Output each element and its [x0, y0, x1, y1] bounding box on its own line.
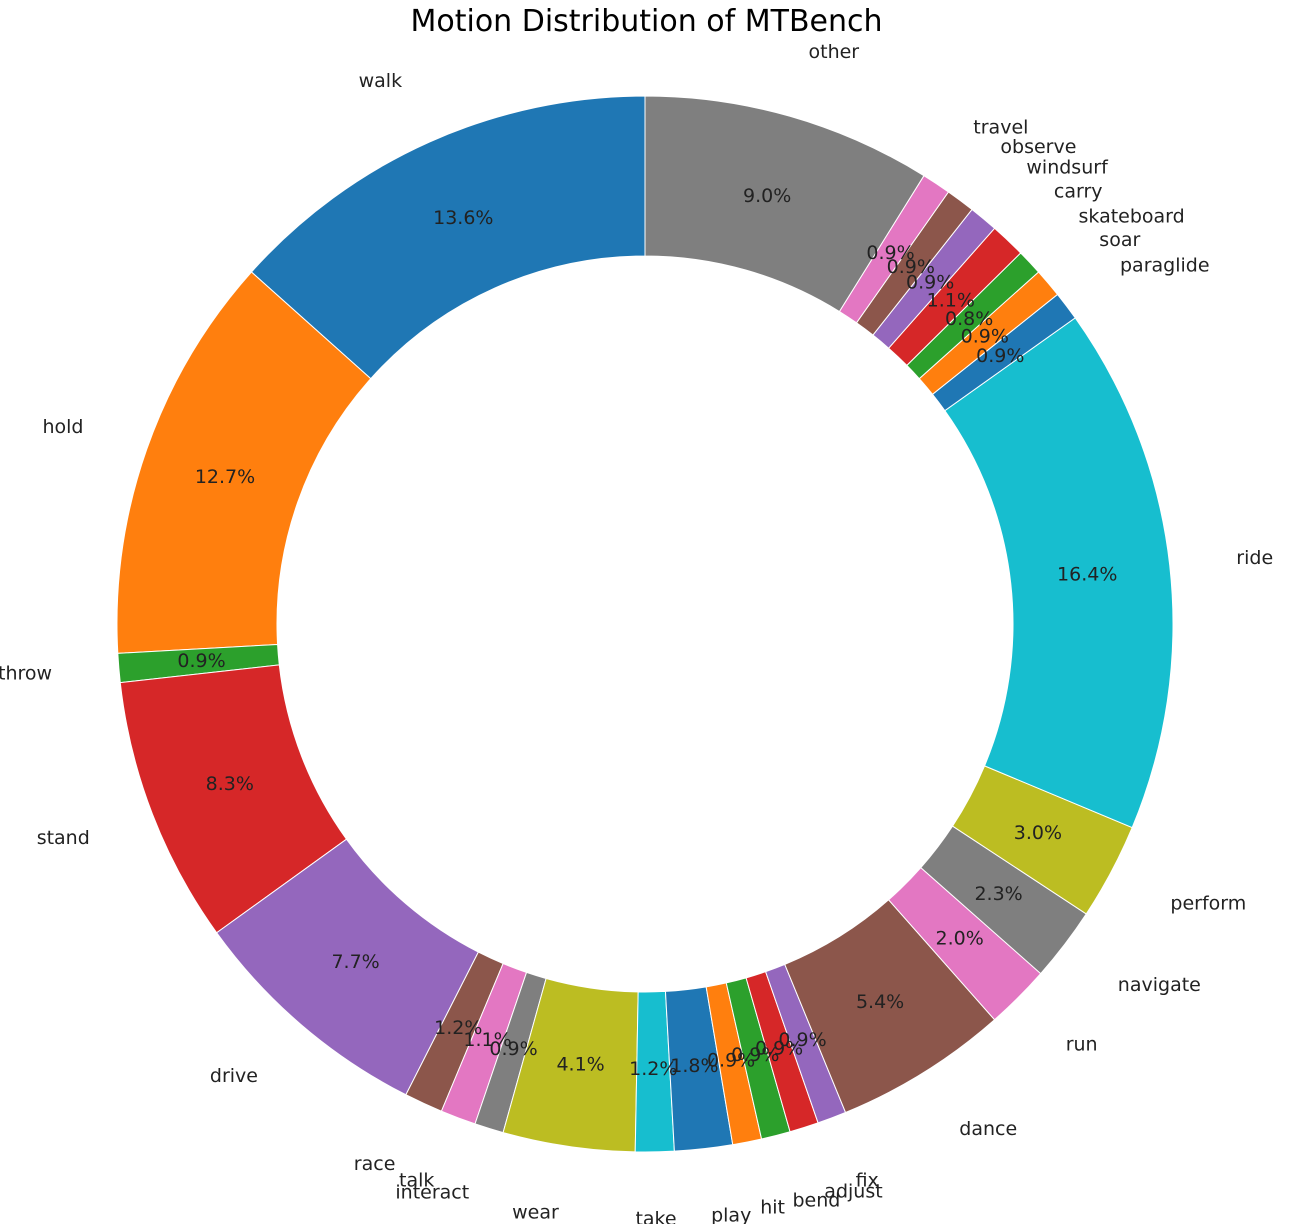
slice-label-wear: wear	[512, 1202, 559, 1224]
pct-label-fix: 0.9%	[778, 1029, 826, 1051]
pct-label-wear: 4.1%	[556, 1053, 604, 1075]
slice-label-talk: talk	[399, 1170, 434, 1192]
percent-labels-group: 13.6%12.7%0.9%8.3%7.7%1.2%1.1%0.9%4.1% 1.…	[177, 185, 1117, 1080]
pct-label-travel: 0.9%	[866, 242, 914, 264]
pct-label-other: 9.0%	[743, 185, 791, 207]
slice-label-hit: hit	[760, 1197, 785, 1219]
slice-label-ride: ride	[1236, 547, 1273, 569]
pct-label-talk: 1.1%	[463, 1029, 511, 1051]
pct-label-perform: 3.0%	[1014, 822, 1062, 844]
slice-label-dance: dance	[959, 1118, 1017, 1140]
slice-label-observe: observe	[1000, 136, 1076, 158]
pct-label-soar: 0.9%	[961, 326, 1009, 348]
pct-label-carry: 1.1%	[927, 290, 975, 312]
slice-label-run: run	[1066, 1034, 1098, 1056]
pct-label-observe: 0.9%	[887, 256, 935, 278]
slice-label-skateboard: skateboard	[1079, 206, 1185, 228]
slice-label-throw: throw	[0, 663, 52, 685]
slice-label-play: play	[711, 1204, 751, 1224]
slice-label-take: take	[635, 1208, 676, 1224]
pct-label-run: 2.0%	[936, 928, 984, 950]
slice-label-interact: interact	[395, 1181, 469, 1203]
slice-label-navigate: navigate	[1118, 974, 1201, 996]
pct-label-play: 1.8%	[670, 1055, 718, 1077]
slice-label-drive: drive	[210, 1065, 258, 1087]
pct-label-throw: 0.9%	[177, 650, 225, 672]
pct-label-bend: 0.9%	[731, 1044, 779, 1066]
slice-label-walk: walk	[359, 70, 402, 92]
slice-label-stand: stand	[37, 827, 90, 849]
slice-label-soar: soar	[1099, 229, 1140, 251]
slice-label-bend: bend	[793, 1189, 841, 1211]
slice-label-windsurf: windsurf	[1026, 156, 1109, 178]
slice-label-fix: fix	[856, 1170, 879, 1192]
pct-label-ride: 16.4%	[1057, 564, 1117, 586]
pct-label-stand: 8.3%	[206, 773, 254, 795]
pct-label-skateboard: 0.8%	[945, 308, 993, 330]
pct-label-paraglide: 0.9%	[976, 345, 1024, 367]
slice-label-perform: perform	[1170, 892, 1246, 914]
pct-label-race: 1.2%	[434, 1017, 482, 1039]
slice-label-race: race	[354, 1153, 396, 1175]
pct-label-adjust: 0.9%	[755, 1037, 803, 1059]
pct-label-hold: 12.7%	[195, 466, 255, 488]
slice-label-carry: carry	[1054, 181, 1103, 203]
pct-label-hit: 0.9%	[707, 1050, 755, 1072]
slice-label-travel: travel	[973, 117, 1028, 139]
chart-title: Motion Distribution of MTBench	[410, 4, 883, 39]
pct-label-drive: 7.7%	[331, 951, 379, 973]
slice-other	[644, 95, 925, 313]
slice-ride	[944, 317, 1174, 829]
pct-label-interact: 0.9%	[489, 1038, 537, 1060]
slices-group	[116, 95, 1174, 1153]
pct-label-windsurf: 0.9%	[906, 271, 954, 293]
slice-label-paraglide: paraglide	[1120, 255, 1210, 277]
slice-label-adjust: adjust	[824, 1180, 882, 1202]
pct-label-dance: 5.4%	[856, 991, 904, 1013]
pct-label-take: 1.2%	[629, 1058, 677, 1080]
slice-label-other: other	[809, 41, 860, 63]
pct-label-navigate: 2.3%	[974, 883, 1022, 905]
pct-label-walk: 13.6%	[433, 207, 493, 229]
slice-label-hold: hold	[42, 416, 83, 438]
